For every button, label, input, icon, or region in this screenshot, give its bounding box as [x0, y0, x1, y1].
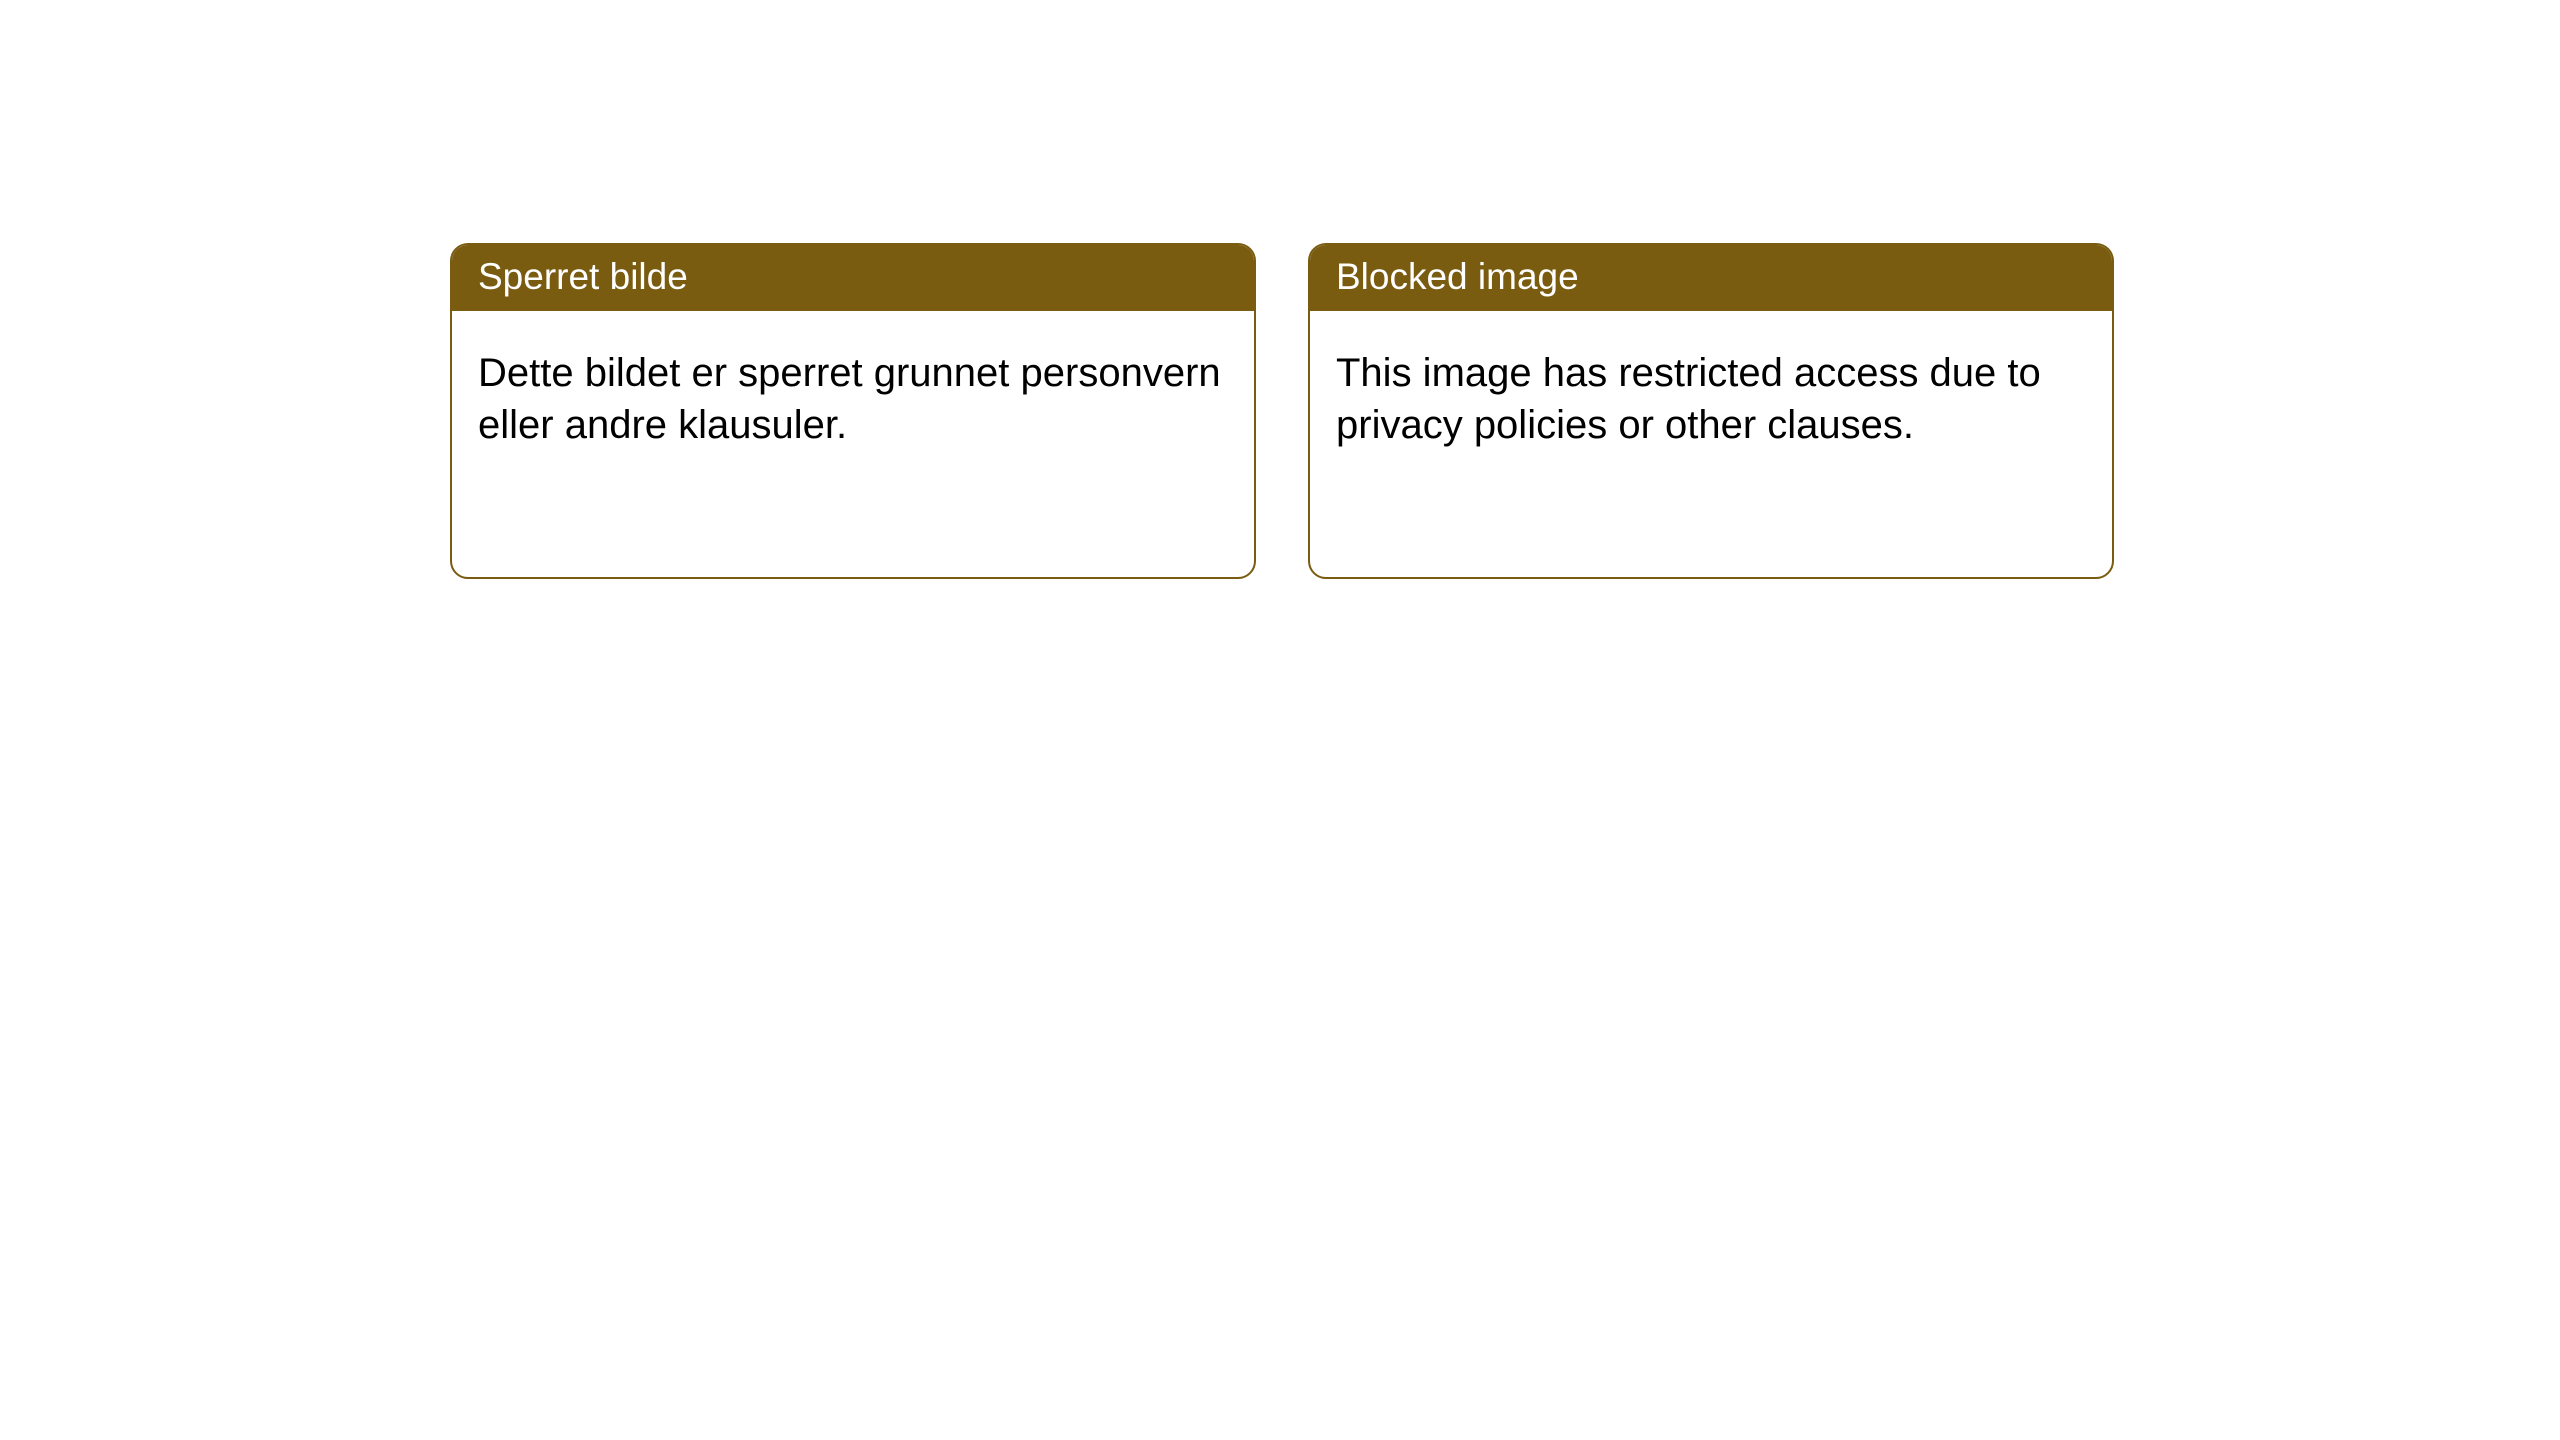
notice-card-norwegian: Sperret bilde Dette bildet er sperret gr… [450, 243, 1256, 579]
notice-body: Dette bildet er sperret grunnet personve… [452, 311, 1254, 487]
notice-title: Blocked image [1310, 245, 2112, 311]
notice-container: Sperret bilde Dette bildet er sperret gr… [0, 0, 2560, 579]
notice-title: Sperret bilde [452, 245, 1254, 311]
notice-card-english: Blocked image This image has restricted … [1308, 243, 2114, 579]
notice-body: This image has restricted access due to … [1310, 311, 2112, 487]
